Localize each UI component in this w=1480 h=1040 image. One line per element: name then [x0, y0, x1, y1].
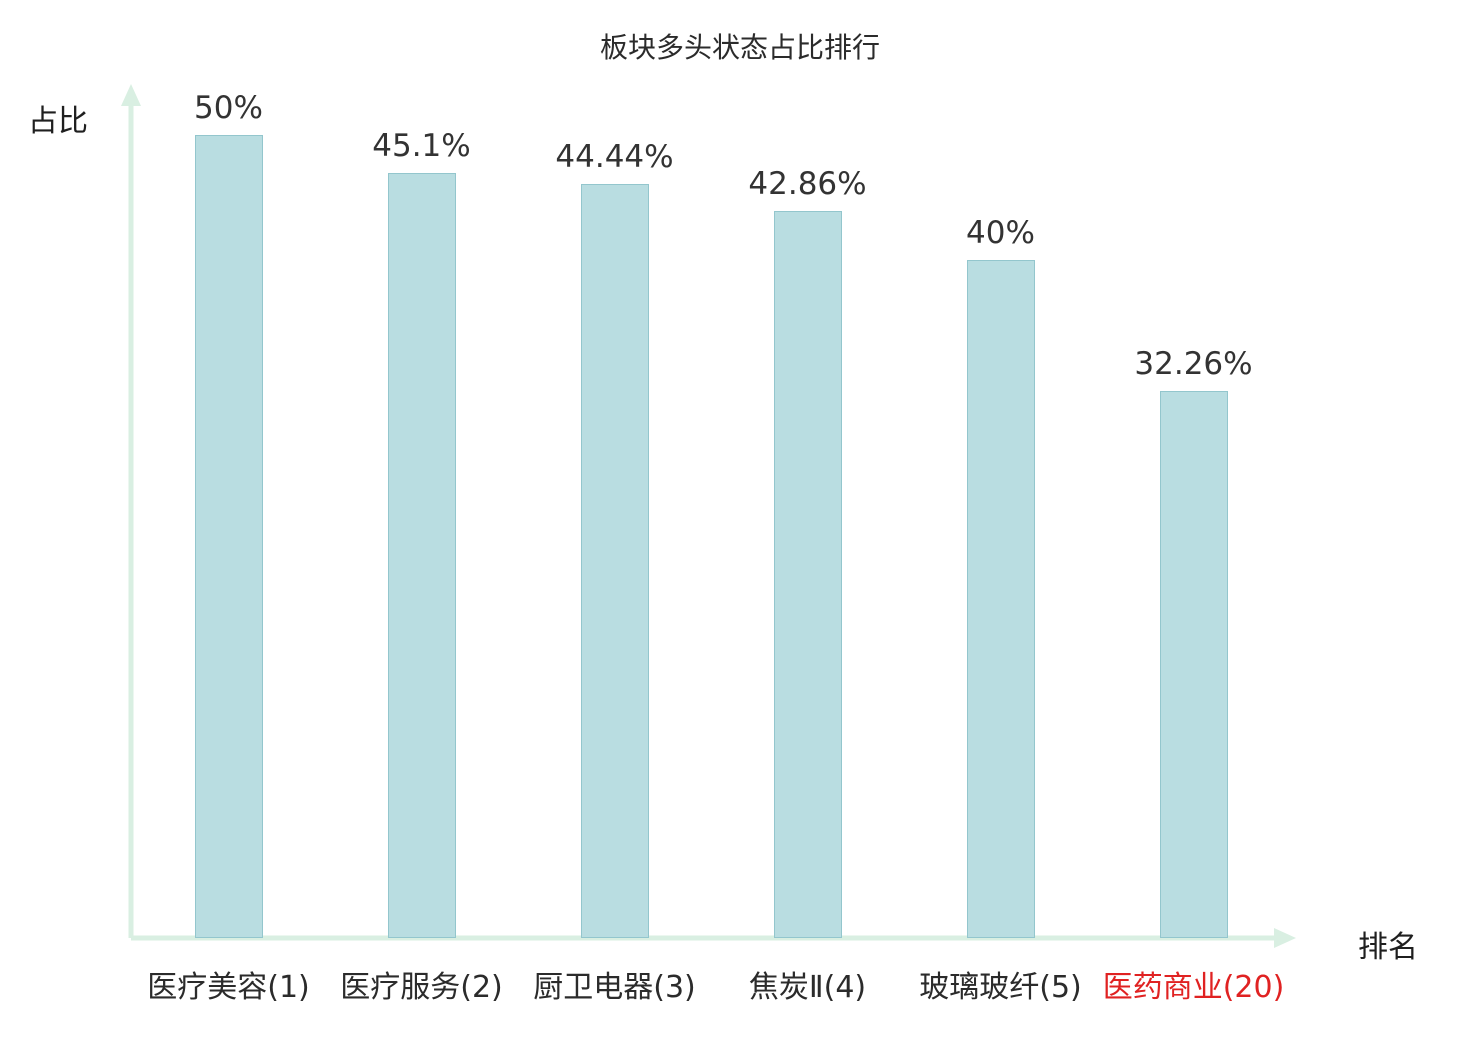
category-label: 玻璃玻纤(5) — [919, 970, 1082, 1005]
category-label: 厨卫电器(3) — [533, 970, 696, 1005]
chart-title: 板块多头状态占比排行 — [599, 31, 880, 64]
bar — [773, 211, 842, 938]
bar-value-label: 50% — [194, 90, 263, 126]
bar-value-label: 45.1% — [372, 128, 471, 165]
bar-column: 44.44% — [518, 90, 711, 938]
y-axis-title: 占比 — [28, 104, 88, 139]
bar-column: 50% — [132, 90, 325, 938]
bar — [194, 135, 263, 938]
bar — [1159, 390, 1228, 938]
bar-column: 40% — [904, 90, 1097, 938]
bar — [966, 259, 1035, 938]
bar-value-label: 42.86% — [748, 166, 867, 203]
bar-value-label: 32.26% — [1134, 345, 1253, 382]
category-label: 医疗服务(2) — [340, 970, 503, 1005]
bar — [387, 173, 456, 938]
category-label: 医疗美容(1) — [147, 970, 310, 1005]
bar-column: 42.86% — [711, 90, 904, 938]
plot-area: 50% 45.1% 44.44% 42.86% 40% 32.26% — [132, 90, 1290, 938]
bar-column: 32.26% — [1097, 90, 1290, 938]
category-axis: 医疗美容(1) 医疗服务(2) 厨卫电器(3) 焦炭Ⅱ(4) 玻璃玻纤(5) 医药商业(2… — [132, 962, 1290, 1006]
bar — [580, 184, 649, 938]
bar-value-label: 40% — [966, 214, 1035, 251]
bar-column: 45.1% — [325, 90, 518, 938]
category-label: 焦炭Ⅱ(4) — [748, 970, 867, 1005]
bar-value-label: 44.44% — [555, 139, 674, 176]
x-axis-title: 排名 — [1358, 930, 1418, 965]
category-label: 医药商业(20) — [1102, 970, 1285, 1005]
